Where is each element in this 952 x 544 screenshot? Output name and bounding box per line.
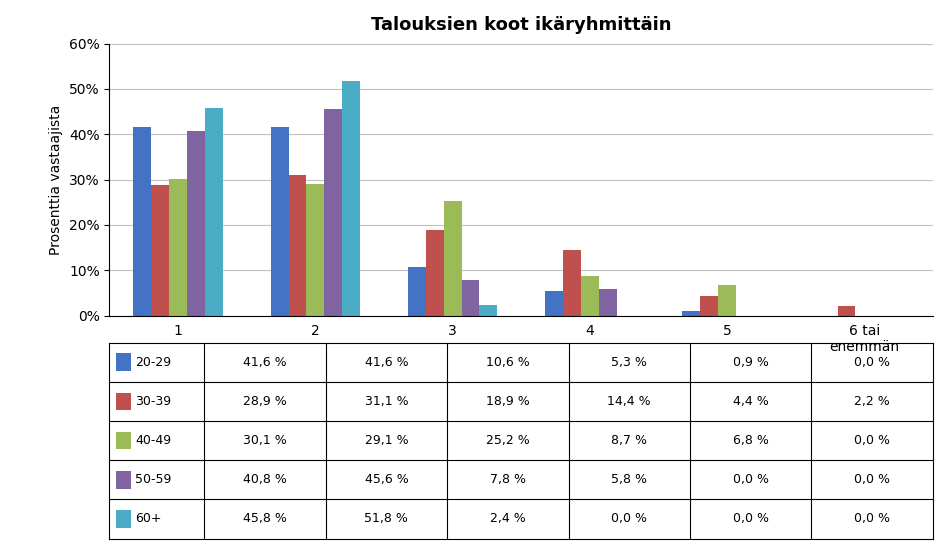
Text: 0,0 %: 0,0 % bbox=[733, 512, 769, 526]
Bar bbox=[151, 184, 169, 316]
Bar bbox=[187, 131, 205, 316]
Bar bbox=[718, 285, 736, 316]
Bar bbox=[116, 432, 130, 449]
Text: 8,7 %: 8,7 % bbox=[611, 434, 647, 447]
Text: 2,2 %: 2,2 % bbox=[854, 395, 890, 408]
Text: 28,9 %: 28,9 % bbox=[243, 395, 287, 408]
Text: 30,1 %: 30,1 % bbox=[243, 434, 287, 447]
Bar bbox=[683, 311, 701, 316]
Text: 40-49: 40-49 bbox=[135, 434, 171, 447]
Bar bbox=[462, 280, 480, 316]
Text: 40,8 %: 40,8 % bbox=[243, 473, 287, 486]
Bar bbox=[444, 201, 462, 316]
Text: 0,9 %: 0,9 % bbox=[733, 356, 768, 369]
Text: 0,0 %: 0,0 % bbox=[611, 512, 647, 526]
Text: 5,3 %: 5,3 % bbox=[611, 356, 647, 369]
Bar bbox=[307, 184, 325, 316]
Bar bbox=[563, 250, 581, 316]
Text: 60+: 60+ bbox=[135, 512, 162, 526]
Bar bbox=[169, 179, 187, 316]
Text: 7,8 %: 7,8 % bbox=[490, 473, 526, 486]
Bar bbox=[116, 354, 130, 371]
Text: 0,0 %: 0,0 % bbox=[854, 434, 890, 447]
Text: 45,8 %: 45,8 % bbox=[243, 512, 287, 526]
Bar bbox=[426, 230, 444, 316]
Text: 18,9 %: 18,9 % bbox=[486, 395, 529, 408]
Text: 51,8 %: 51,8 % bbox=[365, 512, 408, 526]
Bar bbox=[116, 471, 130, 489]
Text: 10,6 %: 10,6 % bbox=[486, 356, 529, 369]
Bar bbox=[288, 175, 307, 316]
Bar bbox=[408, 268, 426, 316]
Bar bbox=[205, 108, 223, 316]
Text: 29,1 %: 29,1 % bbox=[365, 434, 408, 447]
Bar bbox=[838, 306, 856, 316]
Text: 4,4 %: 4,4 % bbox=[733, 395, 768, 408]
Bar bbox=[701, 295, 718, 316]
Text: 41,6 %: 41,6 % bbox=[365, 356, 408, 369]
Bar bbox=[480, 305, 497, 316]
Text: 14,4 %: 14,4 % bbox=[607, 395, 651, 408]
Text: 41,6 %: 41,6 % bbox=[243, 356, 287, 369]
Title: Talouksien koot ikäryhmittäin: Talouksien koot ikäryhmittäin bbox=[371, 16, 671, 34]
Text: 25,2 %: 25,2 % bbox=[486, 434, 529, 447]
Bar bbox=[599, 289, 617, 316]
Bar bbox=[545, 292, 563, 316]
Bar bbox=[116, 393, 130, 410]
Bar bbox=[116, 510, 130, 528]
Bar bbox=[270, 127, 288, 316]
Text: 0,0 %: 0,0 % bbox=[854, 356, 890, 369]
Bar bbox=[581, 276, 599, 316]
Bar bbox=[342, 81, 360, 316]
Text: 20-29: 20-29 bbox=[135, 356, 171, 369]
Text: 2,4 %: 2,4 % bbox=[490, 512, 526, 526]
Text: 30-39: 30-39 bbox=[135, 395, 171, 408]
Text: 50-59: 50-59 bbox=[135, 473, 171, 486]
Bar bbox=[325, 109, 342, 316]
Bar bbox=[133, 127, 151, 316]
Text: 0,0 %: 0,0 % bbox=[854, 512, 890, 526]
Text: 5,8 %: 5,8 % bbox=[611, 473, 647, 486]
Text: 45,6 %: 45,6 % bbox=[365, 473, 408, 486]
Text: 0,0 %: 0,0 % bbox=[733, 473, 769, 486]
Text: 6,8 %: 6,8 % bbox=[733, 434, 768, 447]
Text: 31,1 %: 31,1 % bbox=[365, 395, 408, 408]
Y-axis label: Prosenttia vastaajista: Prosenttia vastaajista bbox=[50, 104, 64, 255]
Text: 0,0 %: 0,0 % bbox=[854, 473, 890, 486]
